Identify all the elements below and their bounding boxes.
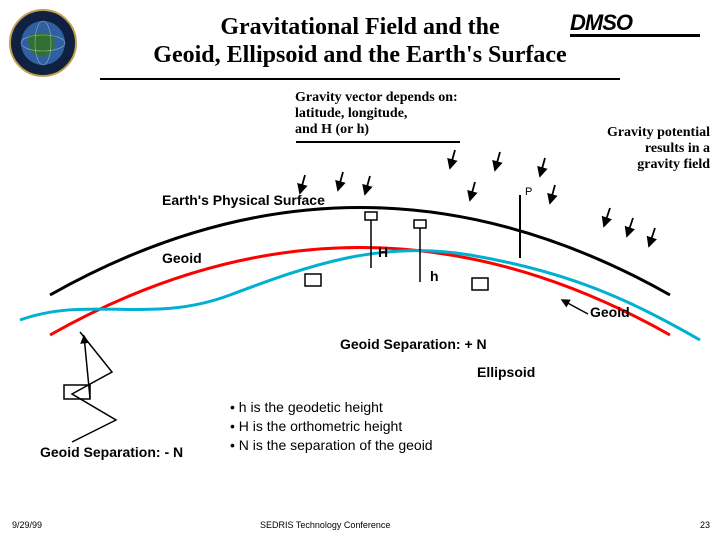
bullet-1-text: h is the geodetic height <box>239 399 383 415</box>
gravity-arrow <box>604 208 610 226</box>
gv-line-1: Gravity vector depends on: <box>295 90 458 105</box>
geoid-sep-pos-label: Geoid Separation: + N <box>340 336 487 352</box>
gravity-arrow <box>300 175 305 193</box>
gravity-arrow <box>450 150 455 168</box>
gravity-arrow <box>365 176 370 194</box>
footer-date: 9/29/99 <box>12 520 42 530</box>
gv-line-3: and H (or h) <box>295 122 369 137</box>
geoid-right-arrow <box>562 300 588 314</box>
h-upper-marker <box>365 212 377 220</box>
geoid-sep-neg-label: Geoid Separation: - N <box>40 444 183 460</box>
gravity-potential-text: Gravity potential results in a gravity f… <box>585 125 710 173</box>
h-lower-label: h <box>430 268 439 284</box>
gravity-arrow <box>495 152 500 170</box>
bullet-2: • H is the orthometric height <box>230 417 433 436</box>
ellipsoid-arc <box>50 248 670 336</box>
ellipsoid-label: Ellipsoid <box>477 364 535 380</box>
sep-neg-leader <box>72 332 116 442</box>
gravity-vector-text: Gravity vector depends on: latitude, lon… <box>295 90 458 138</box>
bullet-1: • h is the geodetic height <box>230 398 433 417</box>
gravity-arrow <box>649 228 655 246</box>
slide: DMSO Gravitational Field and the Geoid, … <box>0 0 720 540</box>
earth-surface-label: Earth's Physical Surface <box>162 192 325 208</box>
footer-page: 23 <box>700 520 710 530</box>
bullet-2-text: H is the orthometric height <box>239 418 402 434</box>
geoid-left-label: Geoid <box>162 250 202 266</box>
gravity-arrow <box>540 158 545 176</box>
geoid-right-label: Geoid <box>590 304 630 320</box>
bullet-3-text: N is the separation of the geoid <box>239 437 433 453</box>
footer-center: SEDRIS Technology Conference <box>260 520 390 530</box>
gp-line-2: results in a <box>645 141 710 156</box>
gp-line-3: gravity field <box>637 157 710 172</box>
h-lower-marker <box>414 220 426 228</box>
gp-line-1: Gravity potential <box>607 125 710 140</box>
gravity-arrow <box>470 182 475 200</box>
bullet-3: • N is the separation of the geoid <box>230 436 433 455</box>
sep-neg-arrow <box>84 336 90 398</box>
bullets-block: • h is the geodetic height • H is the or… <box>230 398 433 455</box>
gravity-arrow <box>338 172 343 190</box>
h-upper-label: H <box>378 244 388 260</box>
geoid-arc <box>20 251 700 340</box>
p-label: P <box>525 186 532 198</box>
gravity-arrow <box>550 185 555 203</box>
gravity-arrow <box>627 218 633 236</box>
sep-pos-marker-1 <box>305 274 321 286</box>
sep-pos-marker-2 <box>472 278 488 290</box>
gv-line-2: latitude, longitude, <box>295 106 407 121</box>
